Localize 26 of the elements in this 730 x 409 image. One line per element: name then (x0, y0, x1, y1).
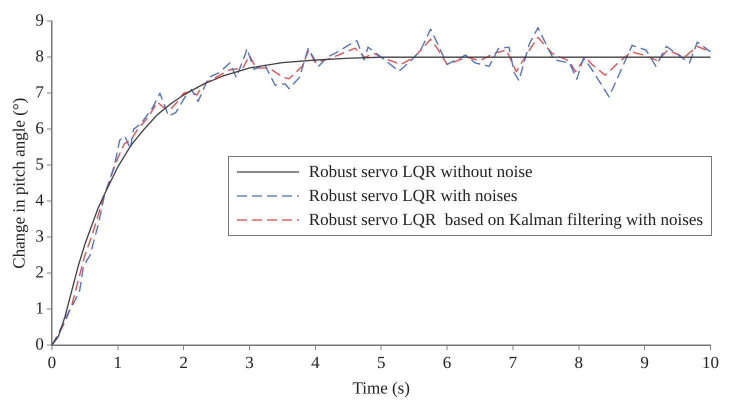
y-axis-title: Change in pitch angle (°) (10, 98, 29, 269)
legend-label: Robust servo LQR based on Kalman filtering with noises (308, 210, 703, 230)
y-tick-label: 0 (35, 334, 44, 354)
legend-label: Robust servo LQR with noises (308, 186, 518, 206)
y-tick-label: 4 (35, 190, 44, 210)
y-tick-label: 3 (35, 226, 44, 246)
x-tick-label: 0 (48, 352, 56, 372)
y-tick-label: 2 (35, 262, 44, 282)
x-tick-label: 6 (442, 352, 452, 372)
x-tick-label: 4 (311, 352, 320, 372)
x-tick-label: 5 (376, 352, 386, 372)
x-tick-label: 2 (179, 352, 188, 372)
x-tick-label: 8 (574, 352, 584, 372)
y-tick-label: 7 (35, 82, 44, 102)
y-tick-label: 8 (35, 46, 44, 66)
y-tick-label: 5 (35, 154, 44, 174)
y-tick-label: 6 (35, 118, 44, 138)
x-tick-label: 1 (114, 352, 122, 372)
x-tick-label: 10 (702, 352, 719, 372)
y-tick-label: 9 (35, 10, 44, 30)
legend-label: Robust servo LQR without noise (308, 162, 533, 182)
y-tick-label: 1 (35, 298, 44, 318)
x-axis-title: Time (s) (352, 378, 410, 398)
x-tick-label: 7 (508, 352, 518, 372)
x-tick-label: 9 (640, 352, 649, 372)
x-tick-label: 3 (245, 352, 254, 372)
